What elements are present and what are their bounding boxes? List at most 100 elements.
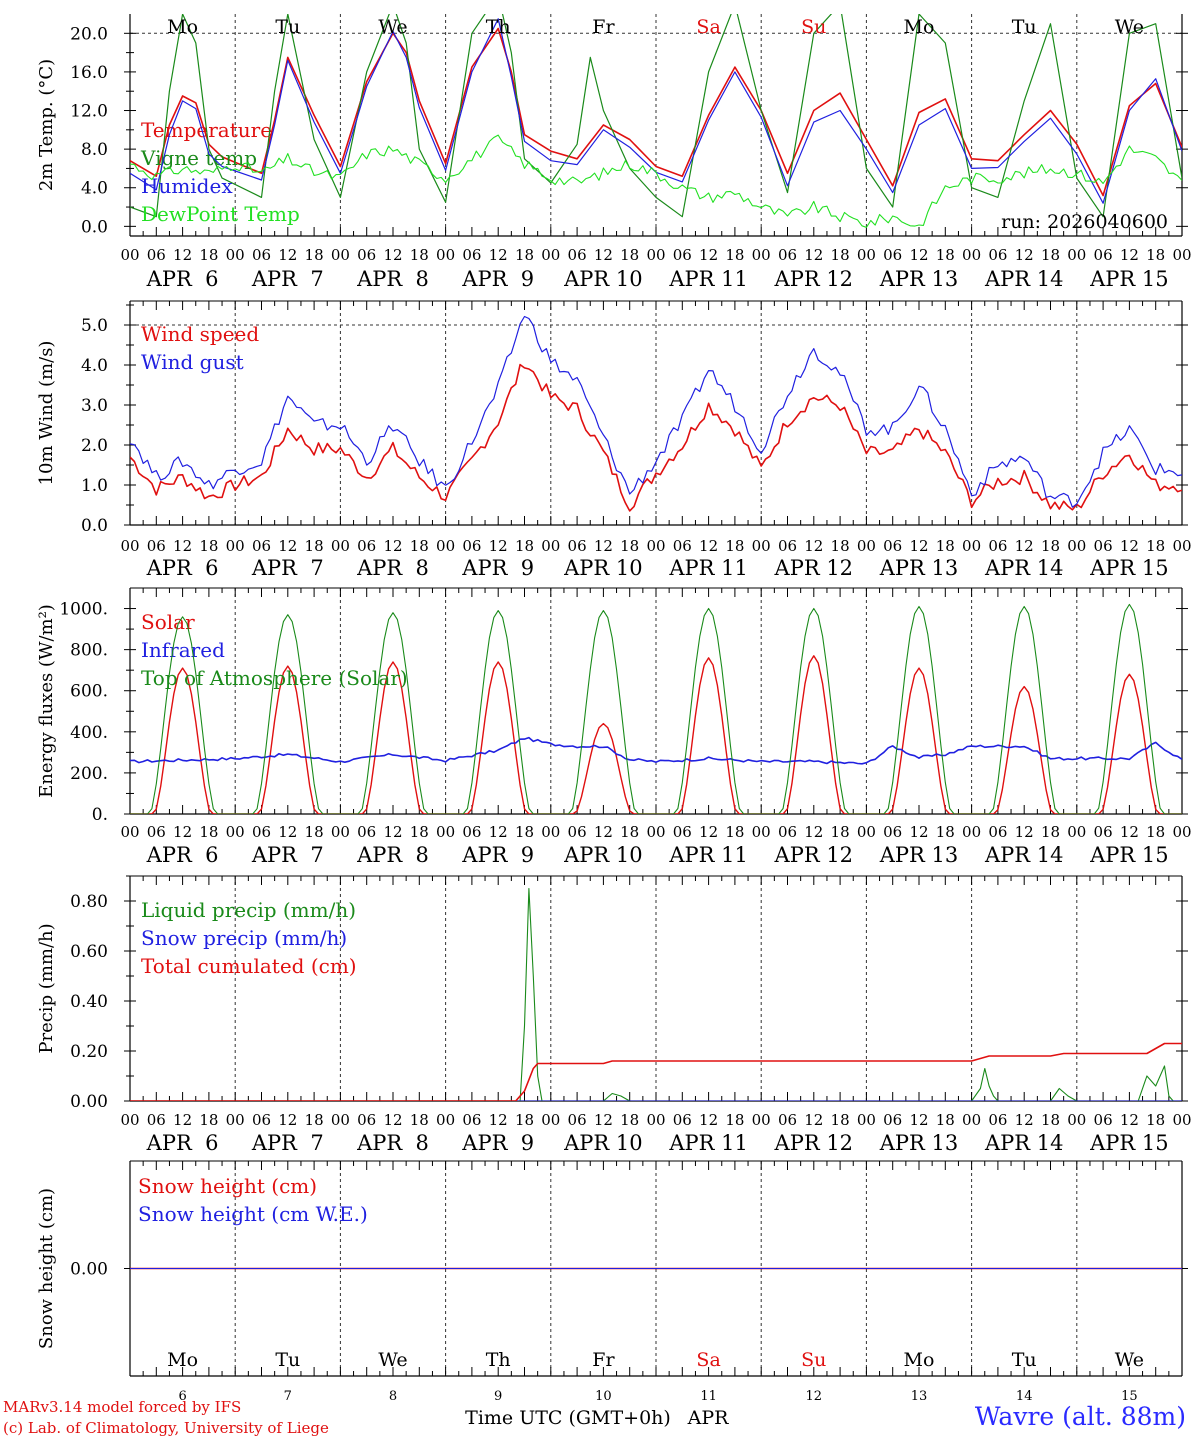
y-axis-title: Snow height (cm)	[36, 1188, 57, 1349]
y-tick-label: 0.40	[70, 992, 108, 1012]
hour-tick-label: 06	[357, 823, 376, 841]
hour-tick-label: 18	[936, 823, 955, 841]
credit-model: MARv3.14 model forced by IFS	[3, 1398, 242, 1416]
date-label: APR 6	[146, 1131, 219, 1155]
hour-tick-label: 00	[857, 246, 876, 264]
y-tick-label: 4.0	[81, 356, 108, 376]
weekday-label-bottom: Tu	[1012, 1349, 1037, 1371]
date-label: APR 15	[1089, 267, 1169, 291]
hour-tick-label: 18	[1041, 823, 1060, 841]
hour-tick-label: 12	[1120, 1111, 1139, 1129]
hour-tick-label: 06	[883, 246, 902, 264]
y-tick-label: 5.0	[81, 316, 108, 336]
hour-tick-label: 00	[436, 537, 455, 555]
time-axis-row-2: 00 06 12 18 00 06 12 18 00 06 12 18 00 06 12 18 00 06 12 18…	[120, 537, 1191, 580]
hour-tick-label: 18	[936, 537, 955, 555]
date-label: APR 6	[146, 843, 219, 867]
time-axis-row-4: 00 06 12 18 00 06 12 18 00 06 12 18 00 06 12 18 00 06 12 18…	[120, 1111, 1191, 1155]
hour-tick-label: 06	[778, 537, 797, 555]
hour-tick-label: 00	[541, 246, 560, 264]
hour-tick-label: 12	[278, 823, 297, 841]
hour-tick-label: 12	[699, 1111, 718, 1129]
weekday-label-bottom: We	[378, 1349, 407, 1371]
hour-tick-label: 06	[1094, 823, 1113, 841]
day-number: 13	[911, 1389, 928, 1404]
date-label: APR 12	[774, 1131, 854, 1155]
hour-tick-label: 12	[909, 823, 928, 841]
date-label: APR 11	[668, 1131, 748, 1155]
hour-tick-label: 12	[1015, 823, 1034, 841]
hour-tick-label: 18	[620, 537, 639, 555]
hour-tick-label: 00	[1172, 537, 1191, 555]
hour-tick-label: 12	[699, 823, 718, 841]
date-label: APR 13	[879, 1131, 959, 1155]
y-tick-label: 0.	[92, 805, 108, 825]
day-number: 6	[178, 1389, 186, 1404]
hour-tick-label: 18	[831, 823, 850, 841]
weekday-label-bottom: Th	[486, 1349, 511, 1371]
series-line-humidex	[130, 18, 1182, 204]
legend-entry: Snow height (cm W.E.)	[138, 1202, 368, 1226]
hour-tick-label: 18	[410, 246, 429, 264]
legend-entry: DewPoint Temp	[141, 202, 300, 226]
hour-tick-label: 12	[1015, 246, 1034, 264]
hour-tick-label: 06	[988, 537, 1007, 555]
hour-tick-label: 18	[410, 823, 429, 841]
hour-tick-label: 00	[962, 823, 981, 841]
series-line-solar	[130, 655, 1182, 814]
run-label: run: 2026040600	[1001, 211, 1168, 233]
hour-tick-label: 06	[673, 246, 692, 264]
hour-tick-label: 00	[646, 1111, 665, 1129]
y-axis-title: 10m Wind (m/s)	[36, 341, 57, 486]
hour-tick-label: 00	[226, 537, 245, 555]
hour-tick-label: 06	[883, 823, 902, 841]
date-label: APR 6	[146, 267, 219, 291]
hour-tick-label: 00	[226, 1111, 245, 1129]
date-label: APR 14	[984, 556, 1064, 580]
hour-tick-label: 18	[515, 537, 534, 555]
hour-tick-label: 06	[1094, 537, 1113, 555]
hour-tick-label: 18	[199, 246, 218, 264]
day-number: 11	[700, 1389, 717, 1404]
date-label: APR 9	[461, 1131, 534, 1155]
hour-tick-label: 00	[331, 537, 350, 555]
hour-tick-label: 06	[252, 1111, 271, 1129]
weekday-label-top: Mo	[167, 16, 198, 38]
hour-tick-label: 18	[515, 1111, 534, 1129]
hour-tick-label: 00	[1067, 823, 1086, 841]
hour-tick-label: 12	[278, 1111, 297, 1129]
date-label: APR 6	[146, 556, 219, 580]
y-tick-label: 3.0	[81, 396, 108, 416]
hour-tick-label: 18	[1146, 823, 1165, 841]
hour-tick-label: 18	[1146, 1111, 1165, 1129]
hour-tick-label: 12	[173, 246, 192, 264]
hour-tick-label: 12	[804, 246, 823, 264]
date-label: APR 11	[668, 843, 748, 867]
hour-tick-label: 12	[489, 1111, 508, 1129]
date-label: APR 15	[1089, 1131, 1169, 1155]
panel-4: 0.00 0.20 0.40 0.60 0.80 Precip (mm/h) Liquid …	[36, 875, 1188, 1112]
legend-entry: Liquid precip (mm/h)	[141, 898, 356, 922]
date-label: APR 14	[984, 1131, 1064, 1155]
hour-tick-label: 18	[199, 1111, 218, 1129]
y-tick-label: 16.0	[70, 63, 108, 83]
y-tick-label: 400.	[70, 723, 108, 743]
hour-tick-label: 06	[988, 1111, 1007, 1129]
hour-tick-label: 12	[594, 1111, 613, 1129]
weekday-label-top: Mo	[904, 16, 935, 38]
hour-tick-label: 12	[804, 537, 823, 555]
date-label: APR 13	[879, 556, 959, 580]
hour-tick-label: 18	[831, 1111, 850, 1129]
hour-tick-label: 06	[147, 537, 166, 555]
date-label: APR 13	[879, 843, 959, 867]
hour-tick-label: 12	[173, 1111, 192, 1129]
y-tick-label: 0.00	[70, 1260, 108, 1280]
hour-tick-label: 12	[1015, 1111, 1034, 1129]
hour-tick-label: 00	[752, 823, 771, 841]
series-line-wind-gust	[130, 315, 1182, 508]
hour-tick-label: 12	[278, 537, 297, 555]
hour-tick-label: 18	[199, 537, 218, 555]
y-tick-label: 600.	[70, 682, 108, 702]
hour-tick-label: 00	[752, 1111, 771, 1129]
hour-tick-label: 12	[278, 246, 297, 264]
